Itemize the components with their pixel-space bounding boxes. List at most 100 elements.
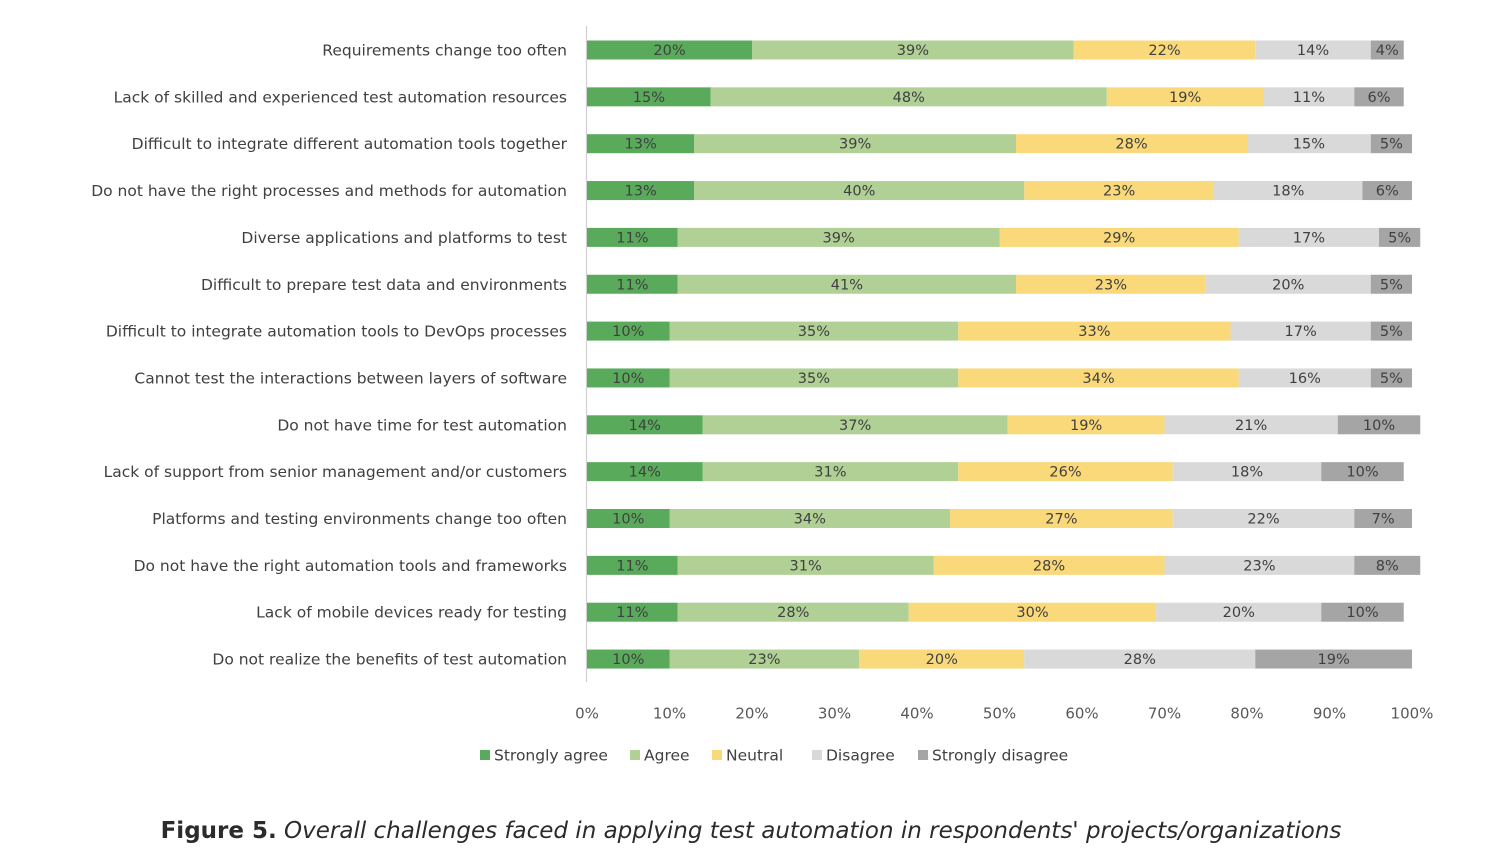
data-label: 17%	[1285, 324, 1317, 340]
x-tick-label: 90%	[1313, 705, 1346, 723]
bar-segment	[1370, 368, 1412, 388]
data-label: 48%	[893, 90, 925, 106]
bar-segment	[1024, 649, 1256, 669]
data-label: 11%	[1293, 90, 1325, 106]
legend-swatch	[918, 750, 928, 760]
bar-segment	[669, 368, 959, 388]
bar-segment	[958, 368, 1239, 388]
data-label: 20%	[653, 43, 685, 59]
data-label: 10%	[612, 512, 644, 528]
data-label: 10%	[612, 324, 644, 340]
bar-segment	[958, 321, 1231, 341]
bar-segment	[1024, 181, 1214, 201]
data-label: 23%	[1103, 184, 1135, 200]
data-label: 35%	[798, 371, 830, 387]
bar-segment	[1337, 415, 1421, 435]
data-label: 15%	[633, 90, 665, 106]
legend-swatch	[480, 750, 490, 760]
data-label: 13%	[625, 137, 657, 153]
caption-text: Overall challenges faced in applying tes…	[276, 818, 1342, 844]
data-label: 28%	[1124, 652, 1156, 668]
category-label: Platforms and testing environments chang…	[152, 510, 567, 528]
bar-segment	[1106, 87, 1264, 107]
bar-segment	[1205, 274, 1371, 294]
data-label: 31%	[814, 465, 846, 481]
category-label: Difficult to prepare test data and envir…	[201, 276, 567, 294]
caption-label: Figure 5.	[160, 818, 277, 844]
bar-segment	[677, 227, 1000, 247]
x-tick-label: 10%	[653, 705, 686, 723]
legend-label: Strongly agree	[494, 747, 608, 765]
legend-swatch	[812, 750, 822, 760]
data-label: 11%	[616, 277, 648, 293]
bar-segment	[1156, 602, 1322, 622]
x-tick-label: 50%	[983, 705, 1016, 723]
data-label: 11%	[616, 230, 648, 246]
data-label: 20%	[1223, 605, 1255, 621]
data-label: 39%	[897, 43, 929, 59]
bar-segment	[702, 462, 959, 482]
figure-caption: Figure 5. Overall challenges faced in ap…	[0, 818, 1502, 844]
data-label: 34%	[1082, 371, 1114, 387]
bar-segment	[694, 134, 1016, 154]
data-label: 18%	[1231, 465, 1263, 481]
bar-segment	[1370, 134, 1412, 154]
data-label: 16%	[1289, 371, 1321, 387]
data-label: 37%	[839, 418, 871, 434]
bar-segment	[587, 509, 670, 528]
x-tick-label: 100%	[1391, 705, 1434, 723]
bar-segment	[1238, 368, 1371, 388]
category-label: Do not realize the benefits of test auto…	[212, 651, 567, 669]
bar-segment	[1379, 227, 1421, 247]
data-label: 10%	[612, 652, 644, 668]
data-label: 33%	[1078, 324, 1110, 340]
data-label: 40%	[843, 184, 875, 200]
bar-segment	[1214, 181, 1363, 201]
data-label: 14%	[629, 465, 661, 481]
bar-segment	[1321, 462, 1404, 482]
data-label: 5%	[1380, 137, 1403, 153]
bar-segment	[1263, 87, 1355, 107]
bar-segment	[1354, 87, 1404, 107]
legend-label: Disagree	[826, 747, 895, 765]
data-label: 14%	[629, 418, 661, 434]
data-label: 7%	[1372, 512, 1395, 528]
category-label: Do not have time for test automation	[277, 416, 567, 434]
data-label: 31%	[790, 558, 822, 574]
data-label: 10%	[1346, 605, 1378, 621]
data-label: 18%	[1272, 184, 1304, 200]
bar-segment	[933, 555, 1165, 575]
legend-label: Agree	[644, 747, 690, 765]
bar-segment	[1016, 274, 1206, 294]
bar-segment	[587, 40, 752, 60]
x-tick-label: 30%	[818, 705, 851, 723]
data-label: 10%	[1346, 465, 1378, 481]
x-tick-label: 80%	[1230, 705, 1263, 723]
chart-canvas: Requirements change too often 20% 39% 22% 14…	[91, 26, 1434, 765]
data-label: 26%	[1049, 465, 1081, 481]
legend-swatch	[712, 750, 722, 760]
x-tick-label: 60%	[1065, 705, 1098, 723]
bar-segment	[694, 181, 1025, 201]
data-label: 27%	[1045, 512, 1077, 528]
category-label: Diverse applications and platforms to te…	[241, 229, 567, 247]
data-label: 6%	[1367, 90, 1390, 106]
bar-segment	[1354, 555, 1421, 575]
bar-segment	[702, 415, 1008, 435]
data-label: 19%	[1169, 90, 1201, 106]
bar-segment	[587, 227, 678, 247]
bar-segment	[677, 602, 909, 622]
bar-segment	[587, 602, 678, 622]
data-label: 6%	[1376, 184, 1399, 200]
category-label: Do not have the right automation tools a…	[134, 557, 567, 575]
category-label: Lack of support from senior management a…	[104, 463, 567, 481]
data-label: 17%	[1293, 230, 1325, 246]
bar-segment	[587, 415, 703, 435]
data-label: 22%	[1247, 512, 1279, 528]
stacked-bar-chart: Requirements change too often 20% 39% 22% 14…	[91, 26, 1434, 765]
bar-segment	[1255, 649, 1412, 669]
legend-label: Strongly disagree	[932, 747, 1068, 765]
bar-segment	[587, 181, 695, 201]
data-label: 19%	[1318, 652, 1350, 668]
data-label: 29%	[1103, 230, 1135, 246]
